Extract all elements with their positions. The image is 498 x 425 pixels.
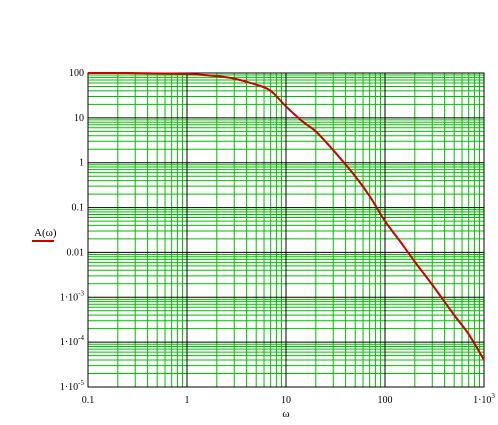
x-axis-label: ω	[282, 408, 289, 420]
y-tick-exponent: -3	[78, 289, 84, 297]
series-line-A	[87, 71, 485, 361]
x-tick-exponent: 3	[491, 392, 495, 400]
y-tick-label: 1·10-3	[60, 289, 85, 303]
x-tick-label: 1·103	[473, 392, 495, 406]
legend: A(ω)	[32, 227, 57, 242]
y-tick-exponent: -5	[78, 379, 84, 387]
plot-frame	[87, 72, 485, 388]
y-tick-label: 10	[74, 113, 84, 124]
x-tick-labels: 0.1 1 10 100 1·103	[82, 392, 496, 406]
y-tick-exponent: -4	[78, 334, 84, 342]
y-tick-label: 1·10-4	[60, 334, 85, 348]
y-tick-label: 0.1	[72, 203, 85, 214]
legend-label: A(ω)	[34, 227, 57, 239]
series-layer	[87, 71, 485, 361]
x-tick-label: 100	[378, 395, 393, 406]
x-tick-label: 1	[185, 395, 190, 406]
y-tick-label: 1	[79, 158, 84, 169]
y-tick-label: 1·10-5	[60, 379, 85, 393]
y-tick-label: 0.01	[67, 247, 85, 258]
x-tick-label: 0.1	[82, 395, 95, 406]
x-tick-label: 10	[281, 395, 291, 406]
y-tick-labels: 100 10 1 0.1 0.01 1·10-3 1·10-4 1·10-5	[60, 68, 85, 393]
y-tick-label: 100	[69, 68, 84, 79]
